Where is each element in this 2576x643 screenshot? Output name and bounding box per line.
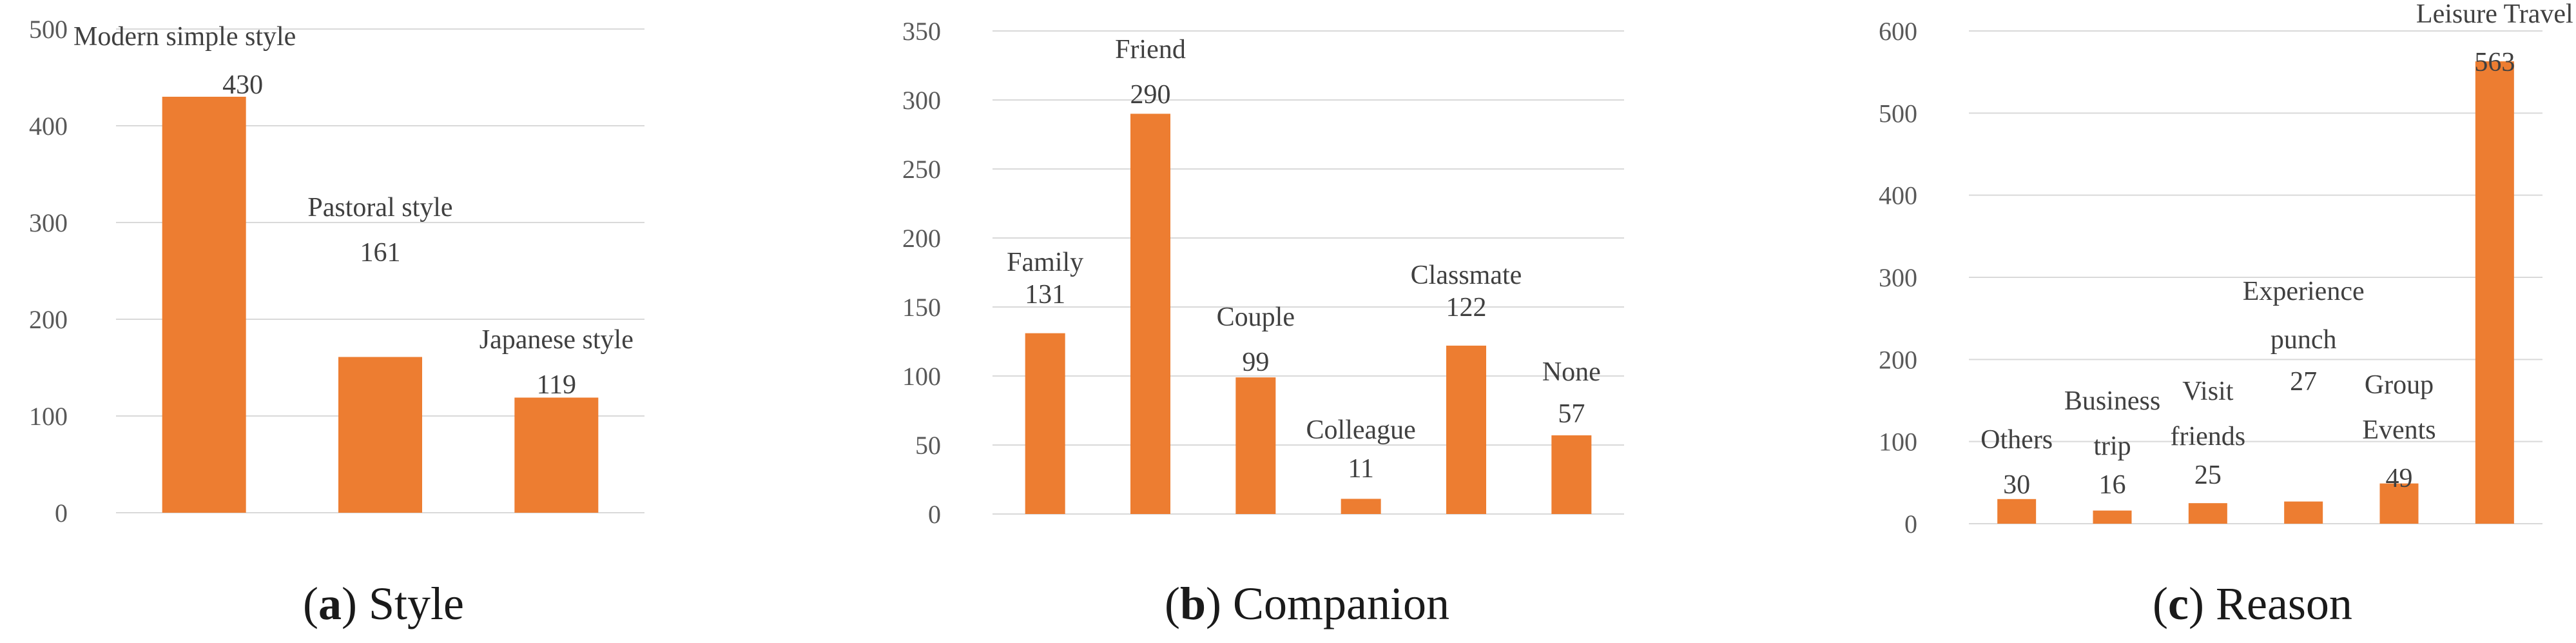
category-label: Leisure Travel <box>2416 0 2573 29</box>
chart-panel-style: 0 100 200 300 400 500 Modern simple style 430 Pa… <box>29 15 644 629</box>
y-tick-label: 350 <box>902 17 941 46</box>
category-label: Colleague <box>1306 415 1416 445</box>
y-tick-label: 400 <box>29 112 68 141</box>
category-label: Modern simple style <box>73 22 296 52</box>
category-label: trip <box>2093 431 2131 461</box>
bar-visit-friends <box>2188 503 2227 524</box>
category-label: Visit <box>2182 377 2233 406</box>
bar-friend <box>1130 114 1170 514</box>
panel-caption: (a) Style <box>303 578 464 629</box>
y-tick-label: 500 <box>1879 99 1917 128</box>
value-label: 30 <box>2003 470 2030 500</box>
panel-caption: (c) Reason <box>2153 578 2352 629</box>
value-label: 27 <box>2290 367 2317 397</box>
bar-pastoral-style <box>338 357 422 513</box>
value-label: 161 <box>360 238 401 268</box>
y-tick-label: 100 <box>902 362 941 391</box>
value-label: 49 <box>2386 464 2413 493</box>
chart-panel-reason: 0 100 200 300 400 500 600 Others 30 Business trip 1… <box>1879 0 2573 629</box>
bar-none <box>1551 435 1592 514</box>
bar-experience-punch <box>2284 501 2323 524</box>
y-tick-label: 300 <box>1879 263 1917 292</box>
value-label: 16 <box>2099 470 2126 500</box>
category-label: Couple <box>1217 302 1295 332</box>
panel-caption: (b) Companion <box>1165 578 1449 629</box>
bar-group-events <box>2379 483 2419 524</box>
y-tick-label: 400 <box>1879 181 1917 210</box>
value-label: 57 <box>1558 399 1585 429</box>
y-tick-label: 300 <box>902 86 941 115</box>
value-label: 25 <box>2194 460 2222 490</box>
y-tick-label: 50 <box>915 431 941 460</box>
category-label: Others <box>1980 425 2053 455</box>
category-label: Events <box>2362 415 2436 445</box>
value-label: 131 <box>1025 280 1065 310</box>
value-label: 119 <box>537 370 576 400</box>
y-tick-label: 150 <box>902 293 941 322</box>
y-tick-label: 600 <box>1879 17 1917 46</box>
category-label: None <box>1542 357 1601 387</box>
y-tick-label: 250 <box>902 155 941 184</box>
bar-family <box>1025 333 1065 514</box>
value-label: 563 <box>2474 48 2515 77</box>
y-tick-label: 0 <box>928 500 941 529</box>
bar-classmate <box>1446 345 1486 514</box>
y-tick-label: 100 <box>1879 428 1917 457</box>
y-tick-label: 300 <box>29 208 68 237</box>
bar-modern-simple-style <box>162 97 246 513</box>
value-label: 122 <box>1446 293 1487 322</box>
category-label: Friend <box>1115 35 1186 64</box>
bar-couple <box>1235 377 1276 514</box>
category-label: friends <box>2171 422 2246 451</box>
bar-leisure-travel <box>2475 61 2514 524</box>
bar-others <box>1997 499 2037 524</box>
bar-japanese-style <box>514 397 599 513</box>
value-label: 11 <box>1348 454 1373 484</box>
category-label: Family <box>1007 248 1083 277</box>
value-label: 99 <box>1242 348 1269 377</box>
category-label: Experience <box>2243 277 2365 306</box>
bar-colleague <box>1341 499 1381 514</box>
y-tick-label: 0 <box>55 499 68 528</box>
y-tick-label: 500 <box>29 15 68 44</box>
bar-business-trip <box>2093 510 2132 524</box>
y-tick-label: 200 <box>902 224 941 253</box>
category-label: Japanese style <box>479 325 634 355</box>
value-label: 430 <box>222 70 263 100</box>
chart-panel-companion: 0 50 100 150 200 250 300 350 Family 131 Friend 290 C… <box>902 17 1624 629</box>
category-label: Classmate <box>1411 261 1522 290</box>
value-label: 290 <box>1130 80 1171 110</box>
y-tick-label: 200 <box>29 305 68 334</box>
category-label: Group <box>2365 370 2434 400</box>
y-tick-label: 0 <box>1904 509 1917 539</box>
category-label: Business <box>2064 386 2160 416</box>
category-label: Pastoral style <box>307 193 452 223</box>
y-tick-label: 200 <box>1879 345 1917 374</box>
category-label: punch <box>2271 325 2337 355</box>
y-tick-label: 100 <box>29 402 68 431</box>
